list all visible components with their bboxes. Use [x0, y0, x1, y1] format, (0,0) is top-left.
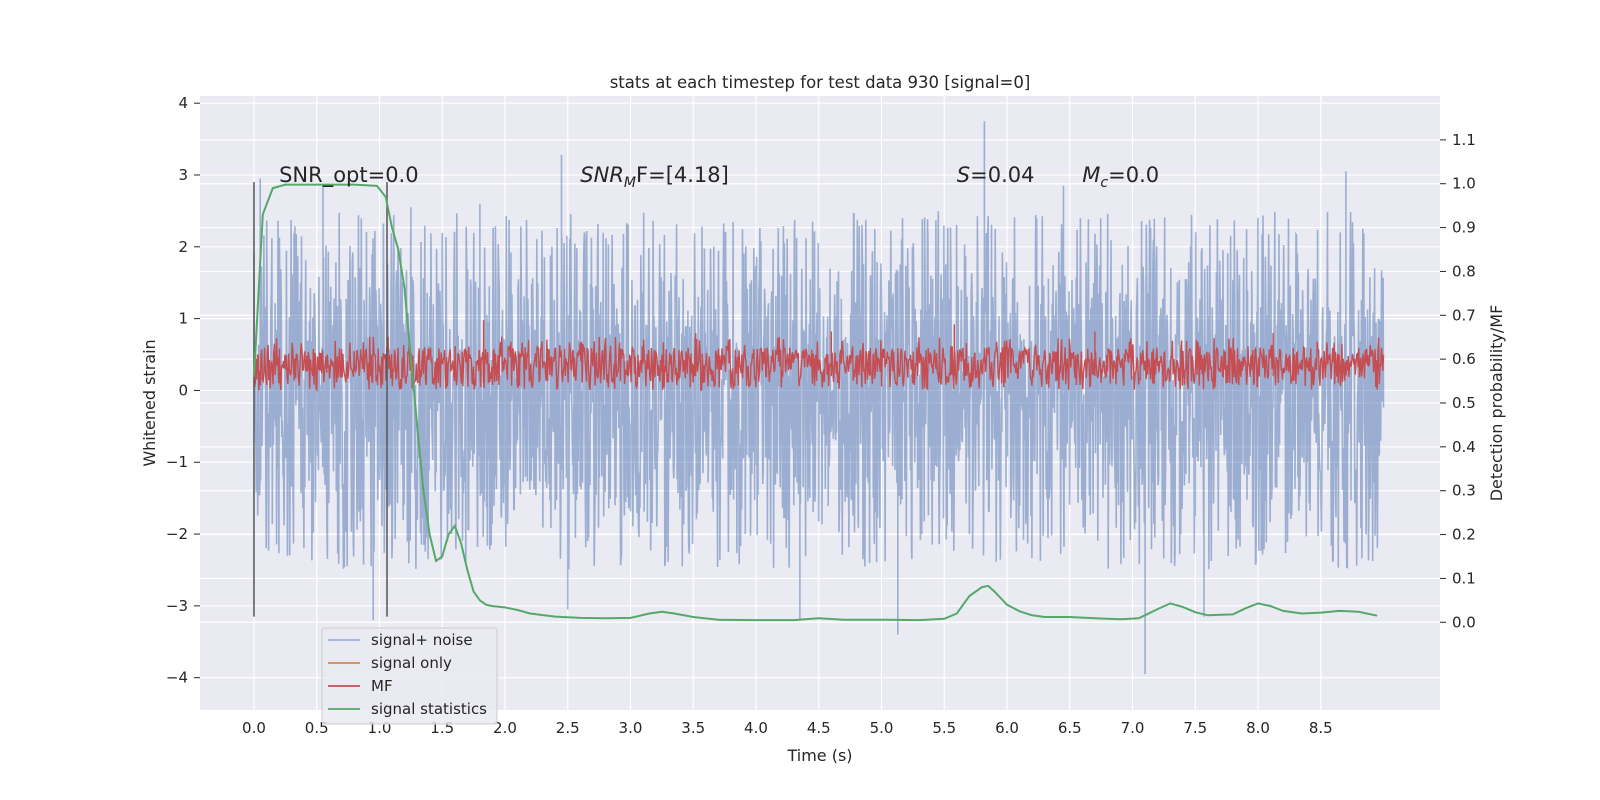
annotation-s-stat: S=0.04	[957, 163, 1035, 187]
vertical-markers	[253, 182, 388, 617]
mf-trace	[253, 320, 1385, 393]
y-tick-label-right: 1.1	[1452, 131, 1476, 149]
y-tick-label-left: −1	[166, 453, 188, 471]
annotation-snr-mf-value: F=[4.18]	[636, 163, 729, 187]
annotation-snr-mf-symbol: SNR	[580, 163, 624, 187]
x-tick-label: 3.5	[681, 719, 705, 737]
annotation-s-symbol: S	[957, 163, 970, 187]
y-tick-label-left: −4	[166, 669, 188, 687]
legend-label-signal-only: signal only	[371, 654, 452, 672]
x-axis-label: Time (s)	[786, 746, 852, 765]
y-tick-label-left: −3	[166, 597, 188, 615]
y-tick-label-right: 0.0	[1452, 613, 1476, 631]
annotation-mc-symbol: M	[1082, 163, 1100, 187]
y-tick-label-right: 1.0	[1452, 175, 1476, 193]
y-tick-label-right: 0.5	[1452, 394, 1476, 412]
x-tick-label: 7.0	[1121, 719, 1145, 737]
x-tick-label: 2.5	[556, 719, 580, 737]
tick-labels: 0.0 0.5 1.0 1.5 2.0 2.5 3.0 3.5 4.0 4.5 5.0 5.5 6.0 6…	[166, 94, 1476, 737]
x-tick-label: 5.5	[932, 719, 956, 737]
x-tick-label: 7.5	[1183, 719, 1207, 737]
y-tick-label-right: 0.6	[1452, 350, 1476, 368]
y-tick-label-right: 0.1	[1452, 569, 1476, 587]
legend-label-mf: MF	[371, 677, 393, 695]
y-tick-label-left: −2	[166, 525, 188, 543]
signal-statistics-series	[253, 183, 1378, 622]
x-tick-label: 8.5	[1309, 719, 1333, 737]
y-tick-label-left: 4	[178, 94, 188, 112]
y-axis-label-right: Detection probability/MF	[1487, 305, 1506, 502]
signal-statistics-line	[253, 183, 1378, 622]
noise-trace	[253, 121, 1385, 675]
legend-label-signal-statistics: signal statistics	[371, 700, 487, 718]
y-axis-label-left: Whitened strain	[140, 339, 159, 466]
annotation-s-value: =0.04	[970, 163, 1034, 187]
y-tick-label-right: 0.3	[1452, 482, 1476, 500]
x-tick-label: 3.0	[619, 719, 643, 737]
x-tick-label: 6.0	[995, 719, 1019, 737]
x-tick-label: 6.5	[1058, 719, 1082, 737]
annotation-snr-opt: SNR_opt=0.0	[279, 163, 419, 188]
x-tick-label: 2.0	[493, 719, 517, 737]
y-tick-label-left: 0	[178, 381, 188, 399]
annotation-snr-mf: SNRMF=[4.18]	[580, 163, 729, 191]
x-tick-label: 4.0	[744, 719, 768, 737]
legend-box	[321, 627, 498, 725]
legend: signal+ noise signal only MF signal stat…	[321, 627, 498, 725]
y-tick-label-left: 3	[178, 166, 188, 184]
legend-label-noise: signal+ noise	[371, 631, 473, 649]
y-tick-label-right: 0.8	[1452, 262, 1476, 280]
mf-series	[253, 320, 1385, 393]
x-tick-label: 4.5	[807, 719, 831, 737]
y-tick-label-right: 0.4	[1452, 438, 1476, 456]
annotation-mc-subscript: c	[1100, 175, 1108, 191]
x-tick-label: 5.0	[870, 719, 894, 737]
y-tick-label-left: 2	[178, 238, 188, 256]
y-tick-label-left: 1	[178, 310, 188, 328]
y-tick-label-right: 0.7	[1452, 306, 1476, 324]
y-tick-label-right: 0.2	[1452, 526, 1476, 544]
chart-title: stats at each timestep for test data 930…	[610, 73, 1031, 92]
annotation-mc-value: =0.0	[1108, 163, 1159, 187]
noise-series	[253, 121, 1385, 675]
x-tick-label: 0.0	[242, 719, 266, 737]
y-tick-label-right: 0.9	[1452, 219, 1476, 237]
x-tick-label: 8.0	[1246, 719, 1270, 737]
annotation-chirp-mass: Mc=0.0	[1082, 163, 1159, 191]
annotation-snr-mf-subscript: M	[624, 175, 636, 191]
